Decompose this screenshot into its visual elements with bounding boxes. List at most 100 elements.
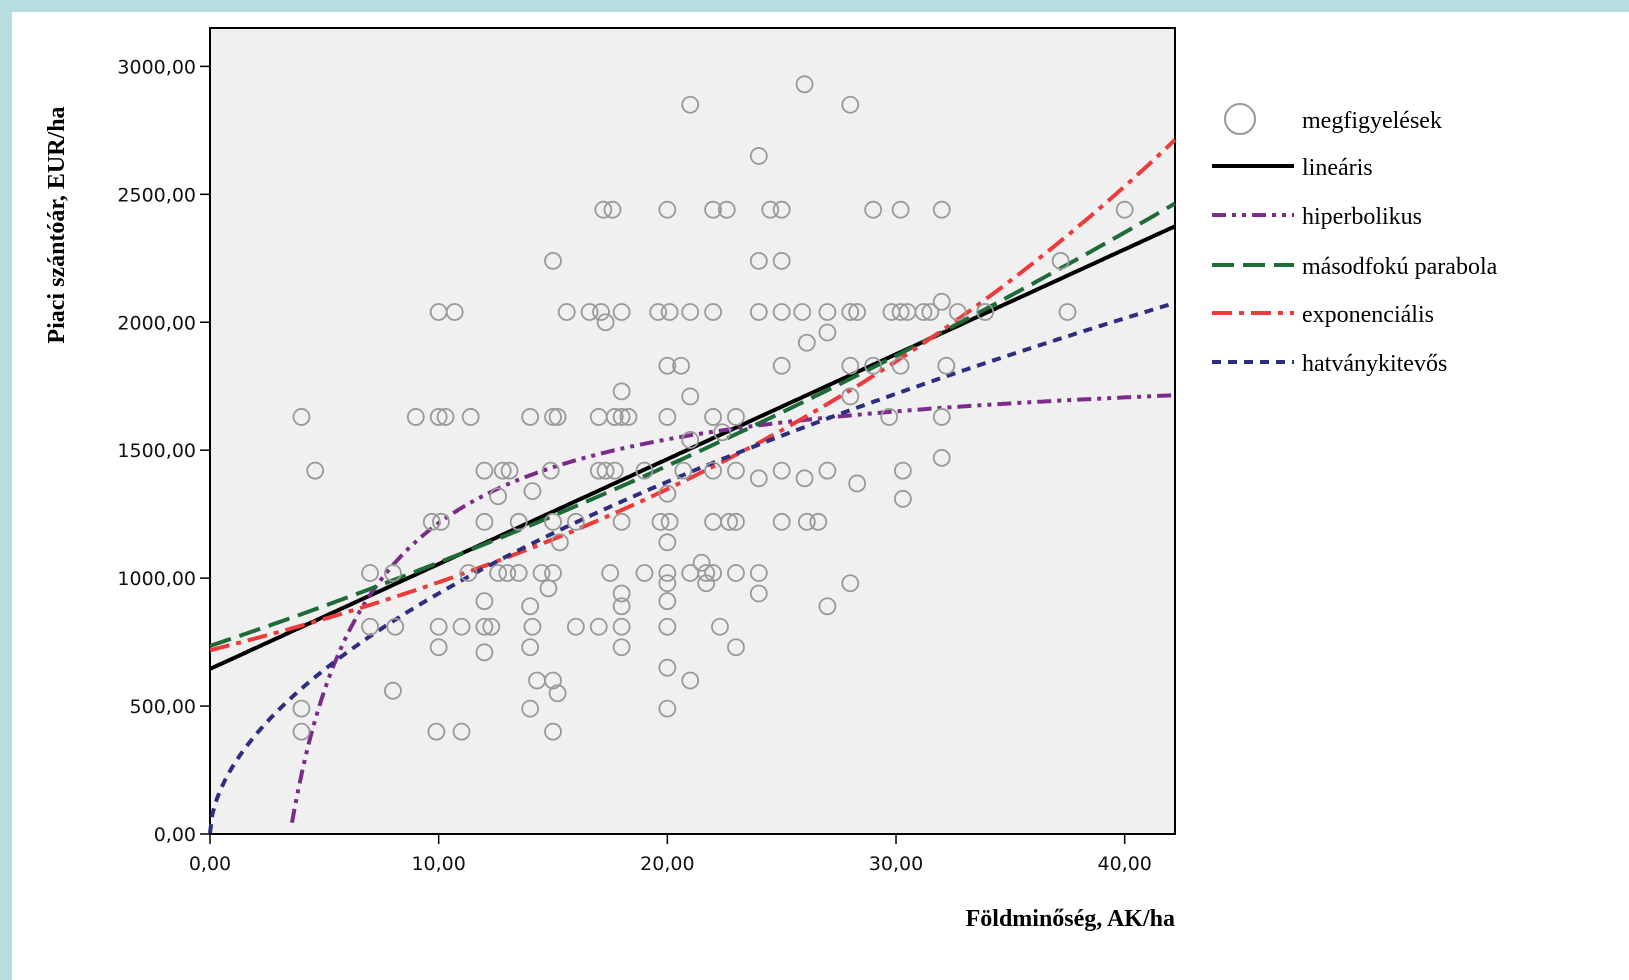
data-point [521, 699, 540, 718]
data-point [429, 638, 448, 657]
data-point [772, 200, 791, 219]
data-point [498, 564, 517, 582]
data-point [937, 356, 956, 375]
data-point [704, 408, 722, 426]
data-point [406, 408, 425, 426]
legend-marker-observations [1224, 103, 1256, 135]
data-point [681, 303, 700, 321]
data-point [891, 303, 910, 321]
data-point [841, 574, 860, 593]
data-point [681, 671, 700, 690]
data-point [445, 303, 464, 321]
data-point [891, 200, 910, 219]
data-point [880, 408, 899, 426]
data-point [548, 684, 567, 703]
data-point [544, 671, 562, 690]
data-point [727, 408, 745, 426]
plot-area [209, 27, 1176, 835]
data-point [592, 303, 610, 321]
data-point [594, 200, 613, 219]
data-point [619, 408, 638, 426]
data-point [580, 303, 599, 321]
data-point [658, 574, 677, 593]
data-point [772, 512, 791, 531]
data-point [521, 638, 540, 657]
legend-label-exponential: exponenciális [1302, 302, 1434, 328]
data-point [452, 722, 471, 741]
data-point [422, 512, 441, 531]
legend: megfigyelések lineáris hiperbolikus máso… [1212, 103, 1498, 377]
data-point [681, 387, 700, 406]
data-point [523, 617, 542, 636]
data-point [509, 512, 528, 531]
data-point [452, 617, 471, 636]
data-point [809, 512, 828, 531]
data-point [521, 597, 540, 616]
data-points [292, 75, 1134, 741]
y-axis-title: Piaci szántóár, EUR/ha [44, 106, 70, 343]
scatter-chart: 0,00 500,00 1000,00 1500,00 2000,00 2500,00 30… [44, 27, 1498, 932]
data-point [793, 303, 812, 321]
data-point [697, 564, 716, 582]
data-point [932, 292, 951, 311]
data-point [749, 303, 768, 321]
data-point [658, 200, 677, 219]
data-point [475, 461, 494, 480]
data-point [612, 584, 631, 603]
data-point [605, 408, 624, 426]
data-point [697, 574, 716, 593]
data-point [544, 408, 562, 426]
data-point [893, 461, 912, 480]
data-point [772, 461, 791, 480]
data-point [948, 303, 967, 321]
x-axis-ticks: 0,00 10,00 20,00 30,00 40,00 [189, 834, 1152, 875]
data-point [864, 356, 883, 375]
data-point [658, 484, 677, 503]
data-point [658, 592, 677, 611]
data-point [596, 461, 615, 480]
data-point [612, 597, 631, 616]
data-point [681, 95, 700, 114]
data-point [548, 408, 567, 426]
data-point [795, 469, 814, 488]
data-point [711, 617, 729, 636]
data-point [658, 617, 677, 636]
legend-label-power: hatványkitevős [1302, 351, 1447, 377]
data-point [841, 356, 860, 375]
legend-label-quadratic: másodfokú parabola [1302, 254, 1498, 280]
data-point [429, 408, 448, 426]
data-point [544, 512, 562, 531]
data-point [704, 200, 722, 219]
y-tick-label: 0,00 [154, 824, 196, 846]
data-point [841, 95, 860, 114]
data-point [361, 617, 379, 636]
data-point [727, 461, 745, 480]
data-point [541, 461, 560, 480]
data-point [557, 303, 576, 321]
data-point [532, 564, 551, 582]
x-tick-label: 10,00 [411, 853, 465, 875]
data-point [749, 251, 768, 270]
data-point [612, 638, 631, 657]
y-tick-label: 3000,00 [117, 56, 196, 78]
data-point [674, 461, 693, 480]
data-point [550, 533, 569, 552]
data-point [658, 356, 677, 375]
data-point [761, 200, 780, 219]
data-point [603, 200, 622, 219]
data-point [818, 461, 837, 480]
data-point [692, 553, 711, 572]
data-point [612, 408, 631, 426]
data-point [658, 533, 677, 552]
data-point [612, 303, 631, 321]
data-point [1051, 251, 1070, 270]
data-point [976, 303, 995, 321]
data-point [384, 681, 402, 700]
data-point [658, 658, 677, 677]
data-point [672, 356, 690, 375]
x-axis-title: Földminőség, AK/ha [966, 906, 1175, 932]
data-point [589, 617, 608, 636]
data-point [432, 512, 450, 531]
data-point [1058, 303, 1077, 321]
data-point [772, 303, 791, 321]
